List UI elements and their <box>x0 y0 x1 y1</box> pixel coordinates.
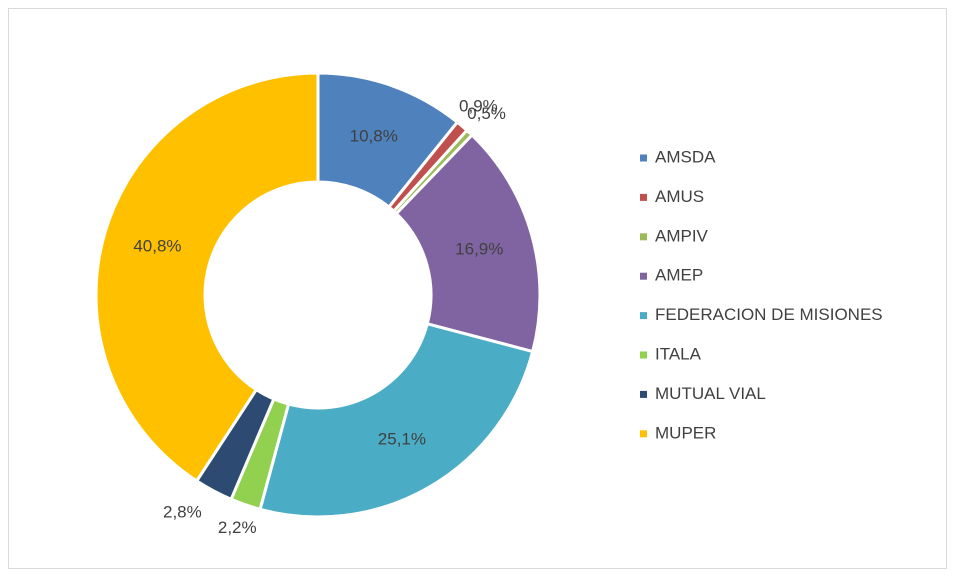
legend-label: ITALA <box>655 344 702 363</box>
legend-label: MUTUAL VIAL <box>655 384 766 403</box>
legend-label: AMSDA <box>655 147 716 166</box>
data-label: 25,1% <box>378 429 426 448</box>
legend-marker <box>640 272 647 280</box>
data-label: 0,5% <box>467 104 506 123</box>
legend-label: AMPIV <box>655 226 709 245</box>
data-label: 16,9% <box>455 239 503 258</box>
legend-marker <box>640 193 647 201</box>
legend-marker <box>640 390 647 398</box>
legend-label: FEDERACION DE MISIONES <box>655 305 883 324</box>
legend-marker <box>640 154 647 162</box>
legend-marker <box>640 430 647 438</box>
legend-label: MUPER <box>655 423 716 442</box>
legend-marker <box>640 351 647 359</box>
donut-segment <box>258 321 535 519</box>
legend-label: AMUS <box>655 187 704 206</box>
legend-label: AMEP <box>655 266 703 285</box>
data-label: 0,9% <box>459 97 498 116</box>
legend-marker <box>640 233 647 241</box>
data-label: 40,8% <box>133 237 181 256</box>
legend-marker <box>640 312 647 320</box>
data-label: 10,8% <box>350 127 398 146</box>
donut-segment <box>394 132 542 354</box>
data-label: 2,2% <box>218 518 257 537</box>
data-label: 2,8% <box>163 502 202 521</box>
donut-segment <box>94 71 320 484</box>
